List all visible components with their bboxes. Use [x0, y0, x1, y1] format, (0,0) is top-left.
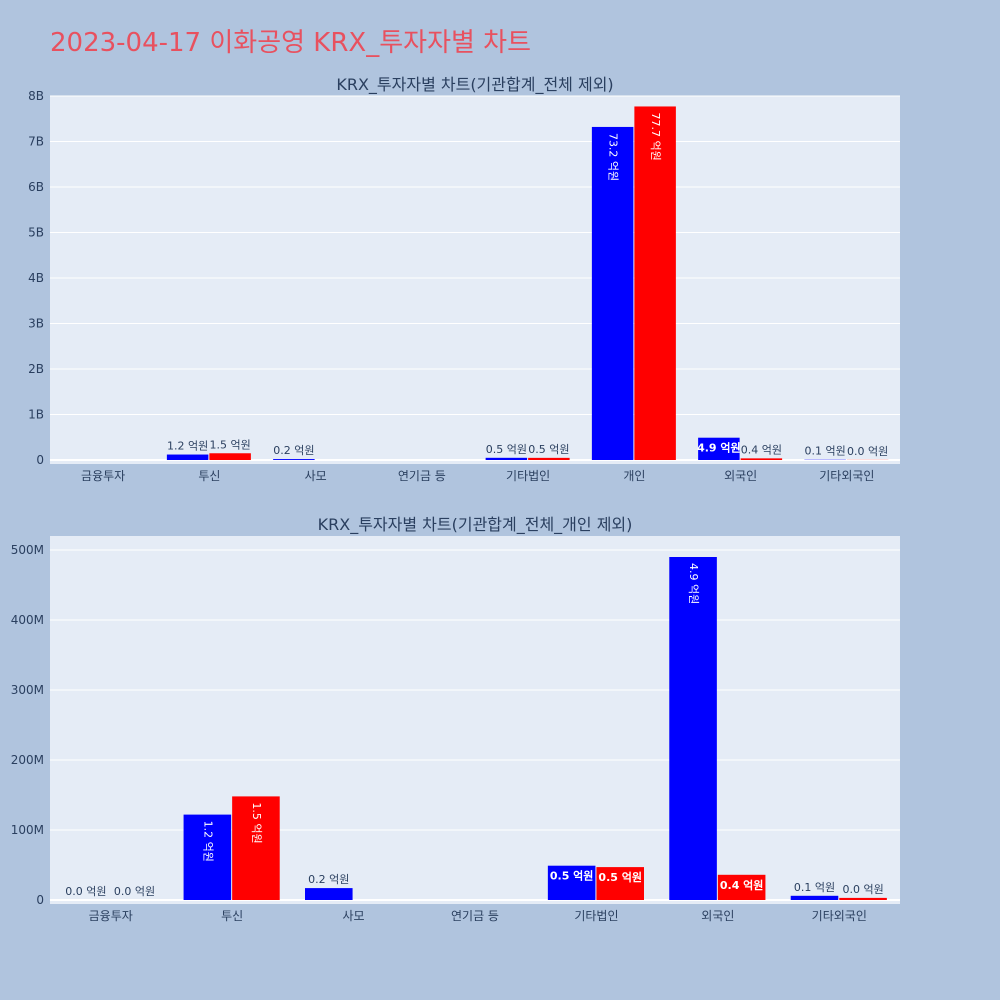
x-tick-label: 개인: [623, 469, 645, 483]
x-tick-label: 사모: [343, 909, 365, 923]
x-tick-label: 기타외국인: [812, 909, 867, 923]
bar: [698, 437, 740, 460]
bar: [717, 874, 766, 900]
data-label: 0.4 억원: [741, 443, 782, 456]
y-tick-label: 1B: [28, 408, 44, 422]
bar: [596, 867, 644, 900]
data-label: 0.2 억원: [308, 873, 349, 886]
bar: [669, 557, 717, 900]
data-label: 4.9 억원: [687, 563, 700, 604]
data-label: 0.5 억원: [486, 443, 527, 456]
x-tick-label: 외국인: [724, 469, 757, 483]
y-tick-label: 7B: [28, 135, 44, 149]
data-label: 77.7 억원: [649, 112, 662, 160]
plot-area: [50, 96, 900, 464]
data-label: 0.0 억원: [114, 885, 155, 898]
data-label: 0.1 억원: [805, 445, 846, 458]
y-tick-label: 300M: [11, 683, 44, 697]
data-label: 0.5 억원: [598, 870, 642, 884]
y-tick-label: 400M: [11, 613, 44, 627]
data-label: 0.5 억원: [528, 443, 569, 456]
chart-krx-excluding-institution-total-and-individual: KRX_투자자별 차트(기관합계_전체_개인 제외) 0 100M 200M 300M 4…: [11, 515, 900, 923]
x-tick-label: 기타법인: [506, 469, 550, 483]
data-label: 0.0 억원: [847, 445, 888, 458]
data-label: 73.2 억원: [607, 133, 620, 181]
y-tick-label: 0: [36, 453, 44, 467]
bar: [740, 458, 783, 460]
bar: [528, 457, 570, 460]
y-tick-label: 5B: [28, 226, 44, 240]
bar: [166, 454, 209, 460]
y-tick-label: 6B: [28, 180, 44, 194]
data-label: 4.9 억원: [697, 441, 741, 455]
bar: [634, 106, 676, 460]
data-label: 0.4 억원: [720, 878, 764, 892]
chart-title: KRX_투자자별 차트(기관합계_전체_개인 제외): [318, 515, 633, 535]
y-tick-label: 200M: [11, 753, 44, 767]
bar: [183, 814, 232, 900]
bar: [547, 865, 596, 900]
bar: [305, 888, 353, 900]
x-tick-label: 기타법인: [574, 909, 618, 923]
y-tick-label: 8B: [28, 89, 44, 103]
bar: [273, 459, 315, 460]
data-label: 1.5 억원: [250, 802, 263, 843]
data-label: 1.2 억원: [201, 821, 214, 862]
x-tick-label: 외국인: [701, 909, 734, 923]
data-label: 1.2 억원: [167, 440, 208, 453]
chart-krx-excluding-institution-total: KRX_투자자별 차트(기관합계_전체 제외) 0 1B 2B 3B 4B 5B 6B 7B 8B…: [28, 75, 900, 483]
y-tick-label: 500M: [11, 543, 44, 557]
data-label: 0.5 억원: [550, 869, 594, 883]
y-tick-label: 100M: [11, 823, 44, 837]
x-tick-label: 기타외국인: [819, 469, 874, 483]
bar: [839, 897, 887, 900]
y-tick-label: 2B: [28, 362, 44, 376]
x-tick-label: 투신: [221, 909, 243, 923]
data-label: 0.0 억원: [65, 885, 106, 898]
bar: [591, 126, 634, 460]
data-label: 0.1 억원: [794, 881, 835, 894]
plot-area: [50, 536, 900, 904]
x-tick-label: 금융투자: [81, 469, 125, 483]
x-tick-label: 투신: [198, 469, 220, 483]
y-tick-label: 0: [36, 893, 44, 907]
y-tick-label: 4B: [28, 271, 44, 285]
bar: [790, 895, 839, 900]
x-tick-label: 사모: [305, 469, 327, 483]
bar: [485, 457, 528, 460]
x-tick-label: 연기금 등: [398, 469, 446, 483]
data-label: 0.2 억원: [273, 444, 314, 457]
x-tick-label: 연기금 등: [451, 909, 499, 923]
bar: [232, 796, 280, 900]
y-tick-label: 3B: [28, 317, 44, 331]
data-label: 0.0 억원: [842, 883, 883, 896]
page-title: 2023-04-17 이화공영 KRX_투자자별 차트: [50, 28, 532, 58]
bar: [209, 453, 251, 460]
x-tick-label: 금융투자: [89, 909, 133, 923]
chart-title: KRX_투자자별 차트(기관합계_전체 제외): [336, 75, 613, 95]
data-label: 1.5 억원: [210, 438, 251, 451]
